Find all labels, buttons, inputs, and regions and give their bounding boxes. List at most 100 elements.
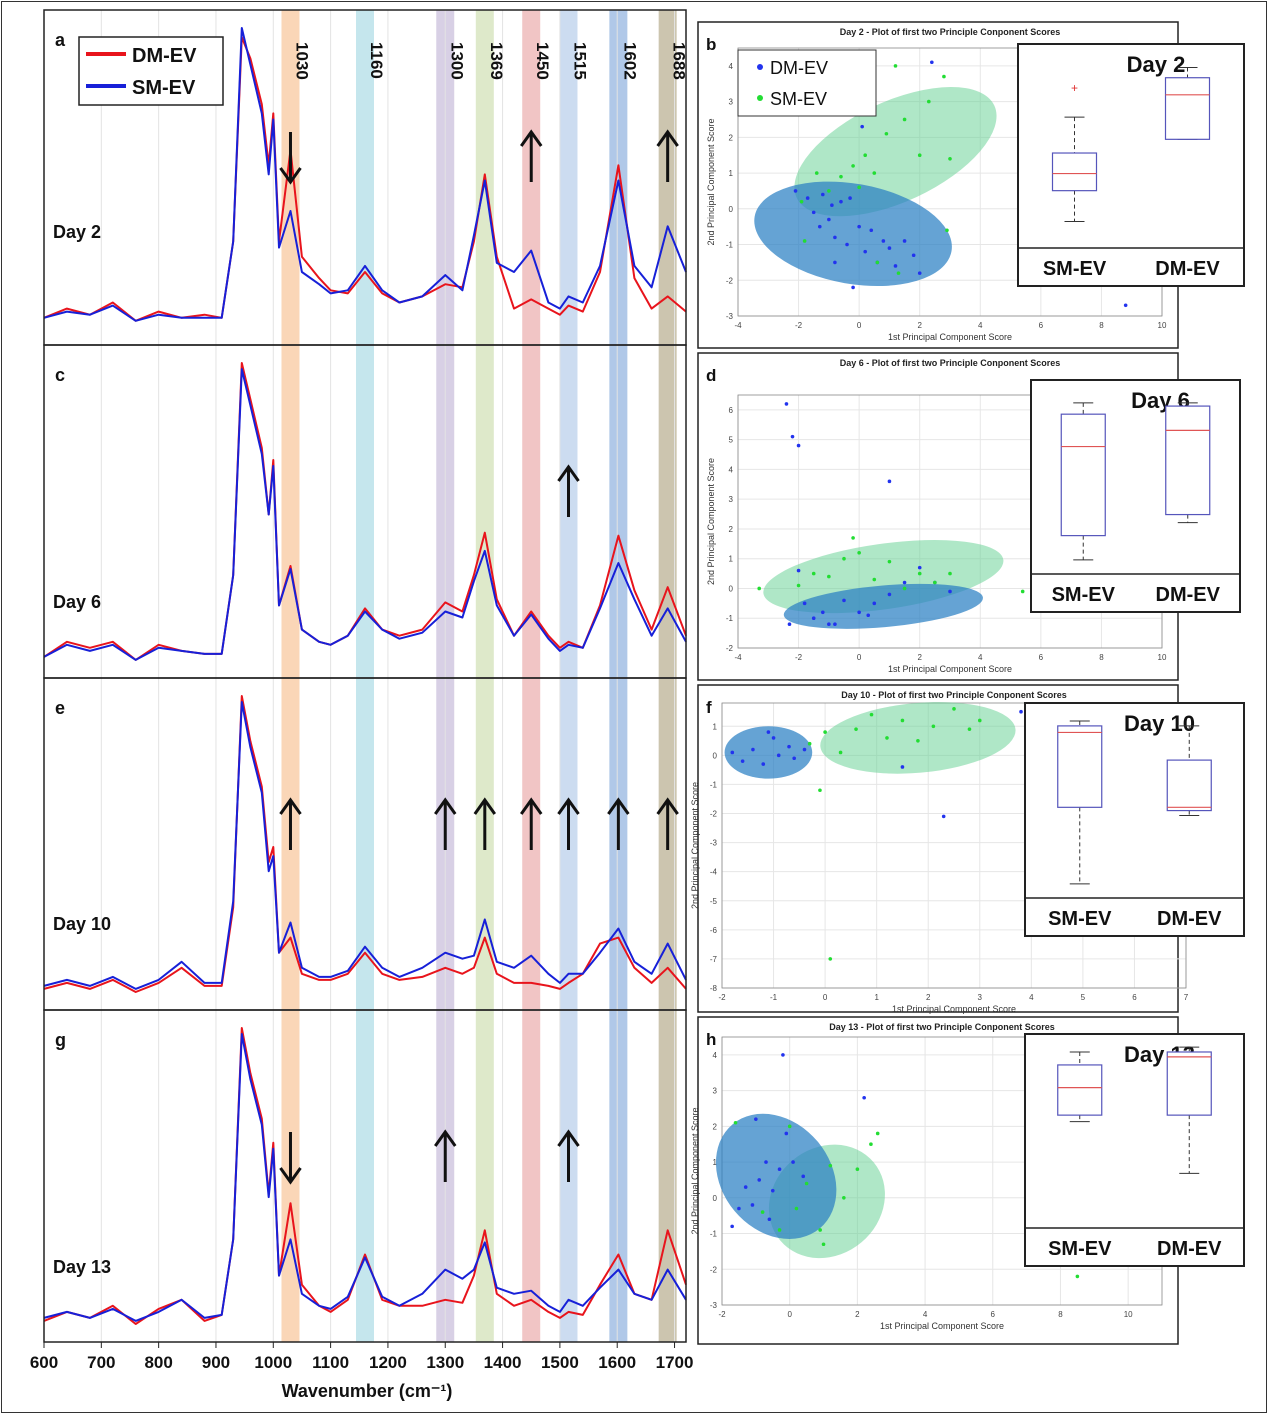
arrow-head <box>279 797 302 815</box>
x-tick-label: 800 <box>144 1353 172 1372</box>
pca-y-tick: 5 <box>729 436 734 445</box>
sm-ev-point <box>902 586 907 591</box>
sm-ev-point <box>1020 589 1025 594</box>
pca-title: Day 13 - Plot of first two Principle Con… <box>829 1022 1055 1032</box>
pca-x-tick: 8 <box>1099 321 1104 330</box>
pca-x-tick: 7 <box>1184 993 1189 1002</box>
dm-ev-point <box>887 479 892 484</box>
arrow-head <box>520 797 543 815</box>
x-tick-label: 1400 <box>484 1353 522 1372</box>
dm-ev-point <box>787 744 791 749</box>
pca-x-tick: 2 <box>917 653 922 662</box>
arrow-head <box>520 129 543 147</box>
box-category-label: DM-EV <box>1155 258 1220 280</box>
dm-ev-point <box>764 1160 768 1164</box>
pca-x-tick: 8 <box>1058 1310 1063 1319</box>
spectra-legend: DM-EV SM-EV <box>78 36 224 106</box>
pca-y-axis-label: 2nd Principal Component Score <box>690 782 700 909</box>
pca-x-tick: -1 <box>770 993 778 1002</box>
x-tick-label: 1300 <box>426 1353 464 1372</box>
dm-ev-point <box>811 210 816 215</box>
highlight-bands <box>281 10 677 1342</box>
dm-ev-point <box>796 568 801 573</box>
dm-ev-point <box>791 1160 795 1164</box>
dm-ev-point <box>821 192 825 197</box>
sm-ev-point <box>827 189 831 193</box>
pca-y-tick: 0 <box>713 751 718 760</box>
dm-ev-point <box>771 736 776 740</box>
pca-y-tick: -2 <box>710 1265 718 1274</box>
band-label-1515: 1515 <box>570 42 589 80</box>
sm-ev-point <box>917 571 922 576</box>
dm-ev-point <box>902 239 907 243</box>
dm-ev-point <box>811 616 816 621</box>
inset-title: Day 10 <box>1124 711 1195 736</box>
pca-y-axis-label: 2nd Principal Component Score <box>690 1107 700 1234</box>
sm-ev-point <box>916 739 920 743</box>
pca-panel-day-6: d Day 6 - Plot of first two Principle Con… <box>697 352 1241 681</box>
arrow-down-1030 <box>279 1132 302 1185</box>
day-label: Day 6 <box>53 592 101 612</box>
dm-ev-point <box>851 285 855 290</box>
pca-x-tick: -2 <box>718 993 726 1002</box>
box-category-label: SM-EV <box>1048 1238 1112 1260</box>
spectra-panel-frames <box>43 9 687 1343</box>
sm-legend-marker <box>757 95 763 101</box>
dm-ev-point <box>750 1203 755 1207</box>
arrow-up-1300 <box>434 797 457 850</box>
sm-ev-point <box>828 957 833 961</box>
box-dm-ev <box>1166 725 1212 816</box>
pca-x-tick: 6 <box>1132 993 1137 1002</box>
box-dm-ev <box>1166 1046 1212 1174</box>
arrow-head <box>557 797 580 815</box>
pca-column: b Day 2 - Plot of first two Principle Con… <box>690 21 1245 1345</box>
dm-ev-point <box>827 622 831 626</box>
boxplot-inset: Day 6SM-EV DM-EV <box>1030 379 1241 613</box>
pca-x-tick: 2 <box>926 993 931 1002</box>
arrow-up-1030 <box>279 797 302 850</box>
dm-ev-point <box>1019 709 1023 714</box>
dm-ev-point <box>833 235 837 240</box>
box-outlier: + <box>1071 81 1078 95</box>
sm-legend-label: SM-EV <box>770 89 827 109</box>
pca-x-tick: -4 <box>734 653 742 662</box>
dm-ev-point <box>872 601 877 606</box>
panel-letter: a <box>55 30 66 50</box>
band-label-1300: 1300 <box>447 42 466 80</box>
sm-ev-point <box>818 788 822 793</box>
sm-ev-point <box>917 153 922 157</box>
sm-ev-point <box>887 559 892 564</box>
band-1688 <box>658 10 677 1342</box>
pca-y-tick: 1 <box>713 722 718 731</box>
sm-ev-curve-2 <box>43 368 687 661</box>
panel-letter: b <box>706 35 716 54</box>
arrow-head <box>434 797 457 815</box>
sm-ev-point <box>902 117 907 122</box>
pca-y-tick: -1 <box>710 1230 718 1239</box>
boxplot-inset: Day 10 SM-EV DM-EV <box>1024 702 1245 937</box>
dm-ev-point <box>900 765 905 769</box>
pca-title: Day 10 - Plot of first two Principle Con… <box>841 690 1067 700</box>
pca-x-axis-label: 1st Principal Component Score <box>892 1004 1016 1014</box>
dm-ev-point <box>767 1217 772 1222</box>
band-1160 <box>356 10 374 1342</box>
pca-y-tick: -1 <box>726 614 734 623</box>
arrow-down-1030 <box>279 132 302 185</box>
panel-letter: e <box>55 698 65 718</box>
sm-ev-point <box>931 724 936 729</box>
arrow-up-1688 <box>656 129 679 182</box>
dm-ev-point <box>917 565 922 570</box>
sm-ev-point <box>885 736 889 740</box>
pca-x-tick: 4 <box>978 321 983 330</box>
sm-ev-point <box>942 74 946 79</box>
pca-y-tick: -8 <box>710 984 718 993</box>
sm-ev-point <box>896 271 901 275</box>
sm-ev-point <box>838 750 843 755</box>
sm-ev-point <box>842 1196 846 1200</box>
pca-y-tick: -2 <box>726 276 734 285</box>
pca-panel-day-13: h Day 13 - Plot of first two Principle Co… <box>690 1016 1245 1345</box>
box-category-label: DM-EV <box>1157 908 1222 930</box>
dm-ev-point <box>730 1224 734 1229</box>
sm-ev-point <box>757 586 761 591</box>
band-label-1160: 1160 <box>367 42 386 79</box>
